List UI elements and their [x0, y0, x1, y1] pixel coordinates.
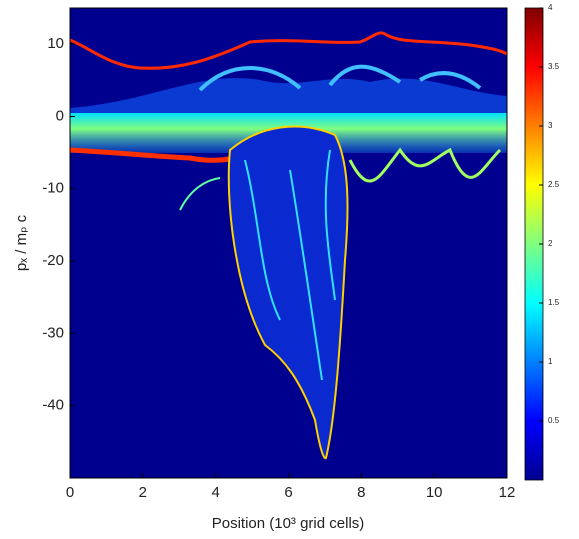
y-axis-label: pₓ / mₚ c: [13, 214, 30, 271]
y-tick-label: -20: [42, 252, 64, 269]
x-tick-label: 6: [284, 484, 292, 501]
y-tick-label: 0: [56, 107, 64, 124]
x-axis-label: Position (10³ grid cells): [212, 515, 365, 532]
x-tick-label: 8: [357, 484, 365, 501]
x-tick-label: 2: [139, 484, 147, 501]
heatmap-feature: [70, 78, 507, 117]
colorbar-tick-label: 3.5: [548, 62, 560, 71]
colorbar-tick-label: 4: [548, 3, 553, 12]
x-tick-label: 0: [66, 484, 74, 501]
colorbar-tick-label: 1.5: [548, 298, 560, 307]
y-tick-label: -10: [42, 180, 64, 197]
y-tick-label: 10: [47, 35, 64, 52]
x-tick-label: 12: [499, 484, 516, 501]
colorbar-tick-label: 0.5: [548, 416, 560, 425]
colorbar-tick-label: 2: [548, 239, 553, 248]
y-tick-label: -40: [42, 397, 64, 414]
heatmap-feature: [70, 147, 236, 163]
colorbar-tick-label: 1: [548, 357, 553, 366]
y-tick-label: -30: [42, 324, 64, 341]
heatmap-feature: [70, 31, 507, 70]
x-tick-label: 4: [211, 484, 219, 501]
heatmap-feature: [348, 147, 502, 183]
colorbar-tick-label: 3: [548, 121, 553, 130]
heatmap-feature: [198, 64, 482, 92]
plot-area: [70, 8, 507, 478]
heatmap-feature: [179, 177, 221, 211]
heatmap-feature: [227, 125, 349, 460]
colorbar-tick-label: 2.5: [548, 180, 560, 189]
heatmap-feature: [244, 149, 336, 381]
x-tick-label: 10: [426, 484, 443, 501]
